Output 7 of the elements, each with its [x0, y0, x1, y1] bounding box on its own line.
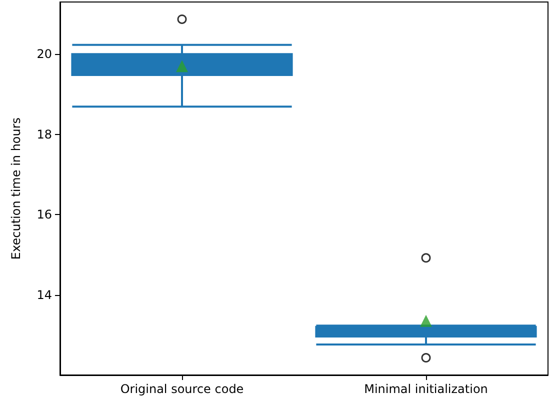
x-tick-label: Original source code	[120, 382, 244, 396]
y-tick-label: 16	[36, 208, 52, 222]
x-tick-label: Minimal initialization	[364, 382, 488, 396]
y-tick-label: 14	[36, 288, 52, 302]
y-tick-label: 18	[36, 127, 52, 142]
y-tick-label: 20	[36, 47, 52, 62]
y-axis-title: Execution time in hours	[9, 117, 23, 260]
